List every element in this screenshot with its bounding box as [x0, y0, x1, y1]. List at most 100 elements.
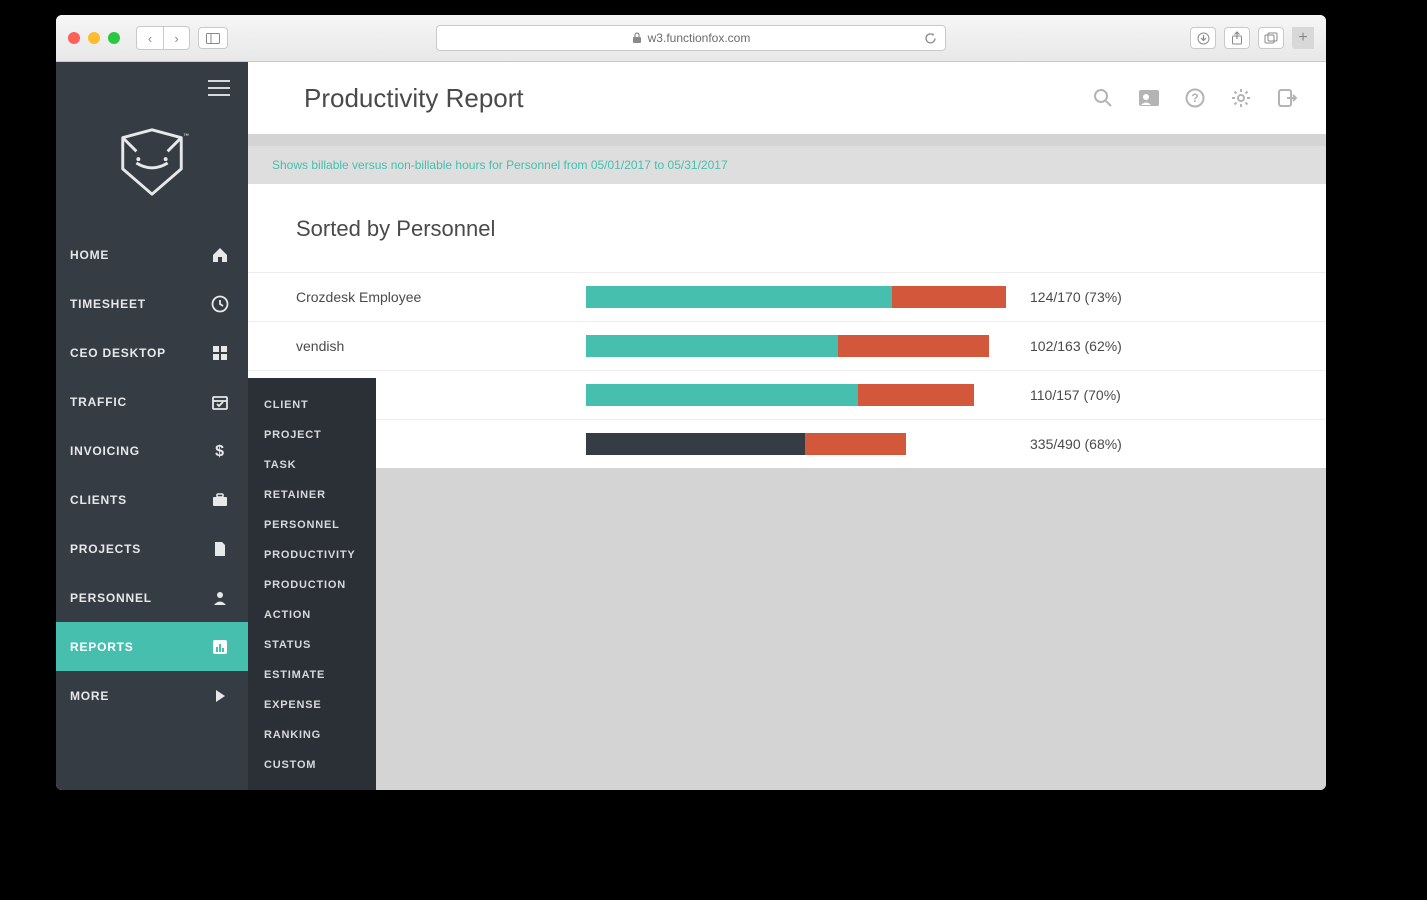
- sidebar-item-invoicing[interactable]: INVOICING $: [56, 426, 248, 475]
- sidebar-item-more[interactable]: MORE: [56, 671, 248, 720]
- submenu-item-action[interactable]: ACTION: [248, 600, 376, 630]
- fox-logo-icon: ™: [113, 124, 191, 202]
- sidebar: ™ HOME TIMESHEET CEO DESKTOP TRAFFIC INVOICI…: [56, 62, 248, 790]
- play-icon: [210, 688, 230, 704]
- search-icon[interactable]: [1092, 87, 1114, 109]
- report-card: Sorted by Personnel Crozdesk Employee124…: [248, 184, 1326, 468]
- minimize-window-button[interactable]: [88, 32, 100, 44]
- grid-icon: [210, 344, 230, 362]
- new-tab-button[interactable]: +: [1292, 27, 1314, 49]
- submenu-item-custom[interactable]: CUSTOM: [248, 750, 376, 780]
- contact-card-icon[interactable]: [1138, 87, 1160, 109]
- sidebar-item-label: TRAFFIC: [70, 395, 210, 409]
- hamburger-row: [56, 62, 248, 114]
- info-strip: Shows billable versus non-billable hours…: [248, 146, 1326, 184]
- sidebar-item-label: CEO DESKTOP: [70, 346, 210, 360]
- logout-icon[interactable]: [1276, 87, 1298, 109]
- sidebar-item-label: MORE: [70, 689, 210, 703]
- back-button[interactable]: ‹: [137, 27, 163, 49]
- submenu-item-retainer[interactable]: RETAINER: [248, 480, 376, 510]
- bar-billable: [586, 384, 858, 406]
- document-icon: [210, 540, 230, 558]
- lock-icon: [632, 32, 642, 44]
- sidebar-item-personnel[interactable]: PERSONNEL: [56, 573, 248, 622]
- row-value: 335/490 (68%): [1030, 436, 1122, 452]
- chart-row: Crozdesk Employee124/170 (73%): [248, 272, 1326, 321]
- submenu-item-estimate[interactable]: ESTIMATE: [248, 660, 376, 690]
- chart-row: vendish 102/163 (62%): [248, 321, 1326, 370]
- main-content: Productivity Report ? Shows billable ver…: [248, 62, 1326, 790]
- submenu-item-task[interactable]: TASK: [248, 450, 376, 480]
- app-container: ™ HOME TIMESHEET CEO DESKTOP TRAFFIC INVOICI…: [56, 62, 1326, 790]
- reload-icon[interactable]: [924, 32, 937, 45]
- sidebar-item-ceo-desktop[interactable]: CEO DESKTOP: [56, 328, 248, 377]
- sidebar-item-label: REPORTS: [70, 640, 210, 654]
- person-icon: [210, 589, 230, 607]
- bar-nonbillable: [858, 384, 974, 406]
- calendar-icon: [210, 393, 230, 411]
- svg-text:™: ™: [183, 133, 189, 140]
- browser-chrome: ‹ › w3.functionfox.com +: [56, 15, 1326, 62]
- sidebar-panel-button[interactable]: [198, 27, 228, 49]
- close-window-button[interactable]: [68, 32, 80, 44]
- forward-button[interactable]: ›: [163, 27, 189, 49]
- svg-text:?: ?: [1191, 91, 1198, 105]
- sidebar-item-clients[interactable]: CLIENTS: [56, 475, 248, 524]
- sidebar-item-timesheet[interactable]: TIMESHEET: [56, 279, 248, 328]
- help-icon[interactable]: ?: [1184, 87, 1206, 109]
- sidebar-item-reports[interactable]: REPORTS: [56, 622, 248, 671]
- share-button[interactable]: [1224, 27, 1250, 49]
- sidebar-item-label: CLIENTS: [70, 493, 210, 507]
- chart-icon: [210, 638, 230, 656]
- sort-label: Sorted by Personnel: [296, 216, 1326, 242]
- row-value: 124/170 (73%): [1030, 289, 1122, 305]
- submenu-item-project[interactable]: PROJECT: [248, 420, 376, 450]
- chart-row: iller110/157 (70%): [248, 370, 1326, 419]
- svg-text:$: $: [215, 443, 225, 460]
- submenu-item-productivity[interactable]: PRODUCTIVITY: [248, 540, 376, 570]
- row-value: 110/157 (70%): [1030, 387, 1121, 403]
- logo: ™: [56, 114, 248, 230]
- row-bar: [586, 335, 1006, 357]
- row-bar: [586, 433, 1006, 455]
- nav-arrows: ‹ ›: [136, 26, 190, 50]
- clock-icon: [210, 295, 230, 313]
- bar-billable: [586, 286, 892, 308]
- sidebar-item-label: PROJECTS: [70, 542, 210, 556]
- row-name: vendish: [296, 338, 586, 354]
- sidebar-item-home[interactable]: HOME: [56, 230, 248, 279]
- bar-nonbillable: [838, 335, 989, 357]
- chrome-right-buttons: +: [1190, 27, 1314, 49]
- traffic-lights: [68, 32, 120, 44]
- tabs-button[interactable]: [1258, 27, 1284, 49]
- gear-icon[interactable]: [1230, 87, 1252, 109]
- sidebar-item-projects[interactable]: PROJECTS: [56, 524, 248, 573]
- report-header: Sorted by Personnel: [248, 184, 1326, 272]
- row-value: 102/163 (62%): [1030, 338, 1122, 354]
- submenu-item-expense[interactable]: EXPENSE: [248, 690, 376, 720]
- topbar-icons: ?: [1092, 87, 1298, 109]
- bar-nonbillable: [805, 433, 906, 455]
- bar-nonbillable: [892, 286, 1006, 308]
- url-bar[interactable]: w3.functionfox.com: [436, 25, 946, 51]
- submenu-item-production[interactable]: PRODUCTION: [248, 570, 376, 600]
- submenu-item-status[interactable]: STATUS: [248, 630, 376, 660]
- page-title: Productivity Report: [304, 83, 524, 114]
- sidebar-item-label: INVOICING: [70, 444, 210, 458]
- row-bar: [586, 286, 1006, 308]
- submenu-item-client[interactable]: CLIENT: [248, 390, 376, 420]
- downloads-button[interactable]: [1190, 27, 1216, 49]
- home-icon: [210, 246, 230, 264]
- row-bar: [586, 384, 1006, 406]
- sidebar-item-label: PERSONNEL: [70, 591, 210, 605]
- briefcase-icon: [210, 491, 230, 509]
- maximize-window-button[interactable]: [108, 32, 120, 44]
- dollar-icon: $: [210, 442, 230, 460]
- hamburger-menu-icon[interactable]: [208, 80, 230, 96]
- browser-window: ‹ › w3.functionfox.com +: [56, 15, 1326, 790]
- bar-billable: [586, 433, 805, 455]
- sidebar-item-label: HOME: [70, 248, 210, 262]
- submenu-item-personnel[interactable]: PERSONNEL: [248, 510, 376, 540]
- sidebar-item-traffic[interactable]: TRAFFIC: [56, 377, 248, 426]
- submenu-item-ranking[interactable]: RANKING: [248, 720, 376, 750]
